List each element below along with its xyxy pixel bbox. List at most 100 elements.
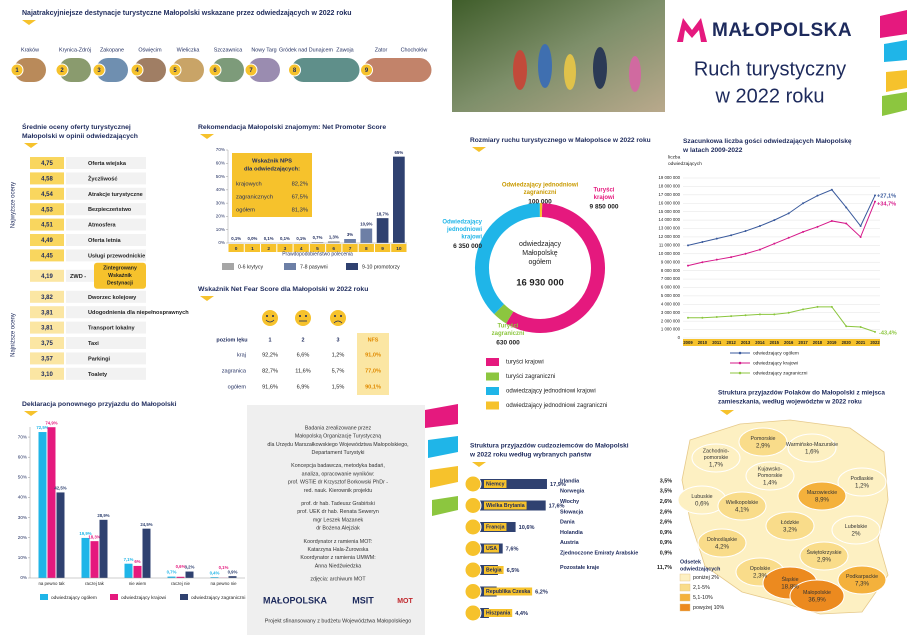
x-tick-label: 5 [316, 246, 319, 252]
place-photo [248, 58, 280, 82]
logo-text: MAŁOPOLSKA [712, 20, 852, 41]
legend-swatch [222, 263, 234, 270]
place-name: Nowy Targ [251, 47, 276, 53]
section-title: Szacunkowa liczba gości odwiedzających M… [683, 138, 852, 145]
logo: MAŁOPOLSKA [263, 595, 327, 605]
country-label-bg [484, 544, 499, 553]
value-label: 6% [134, 559, 140, 564]
rating-label: Atmosfera [88, 223, 117, 229]
title-marker [472, 462, 486, 467]
value-label: 1,3% [329, 234, 339, 239]
point [758, 313, 761, 316]
rating-label: Atrakcje turystyczne [88, 192, 143, 198]
y-tick-label: 60% [18, 454, 27, 459]
table-header: 2 [302, 337, 305, 343]
region [691, 443, 741, 473]
region-name: Małopolskie [803, 590, 831, 596]
value-label: 0,1% [231, 236, 241, 241]
point [845, 222, 848, 225]
segment-name: krajowi [461, 235, 482, 241]
place-photo [96, 58, 128, 82]
segment-name: Odwiedzający [442, 220, 482, 226]
section-title: Rekomendacja Małopolski znajomym: Net Pr… [198, 124, 386, 131]
country-name: Dania [560, 520, 576, 526]
rating-label: Usługi przewodnickie [88, 253, 145, 259]
rank-badge [208, 63, 222, 77]
category-cell [374, 244, 391, 252]
y-tick-label: 4 000 000 [661, 301, 681, 306]
y-tick-label: 17 000 000 [658, 192, 680, 197]
region-value: 2% [852, 531, 861, 538]
side-label: Najniższe oceny [11, 313, 17, 357]
rank-badge [168, 63, 182, 77]
region-value: 0,6% [695, 501, 710, 508]
rating-label: Taxi [88, 341, 99, 347]
credit-line: zdjęcia: archiwum MOT [310, 577, 366, 583]
legend-label: odwiedzający krajowi [753, 360, 798, 366]
table-cell: 5,7% [332, 368, 345, 374]
region-value: 3,2% [783, 527, 798, 534]
hiker [564, 54, 576, 90]
region-value: 36,9% [808, 597, 826, 604]
score-box [30, 306, 64, 319]
legend-title: odwiedzających [680, 566, 720, 572]
bar [167, 576, 176, 578]
bar [228, 576, 237, 578]
legend-swatch [679, 573, 691, 582]
bar [327, 241, 340, 243]
value-label: 0,1% [296, 236, 306, 241]
region-value: 8,9% [815, 497, 830, 504]
region-value: 1,6% [805, 449, 820, 456]
score-box [30, 249, 64, 262]
rating-row [66, 306, 146, 319]
y-axis-label: odwiedzających [668, 161, 702, 167]
region [745, 461, 795, 491]
ribbon [428, 436, 458, 458]
country-value: 11,7% [657, 565, 672, 571]
rating-label: Oferta wiejska [88, 161, 127, 167]
point [787, 236, 790, 239]
country-label-bg [484, 501, 527, 510]
rating-row [66, 187, 146, 200]
country-label: Hiszpania [486, 611, 510, 617]
rank-number: 8 [293, 68, 297, 74]
y-tick-label: 12 000 000 [658, 234, 680, 239]
y-tick-label: 40% [216, 187, 225, 192]
rating-note: Wskaźnik [108, 273, 132, 279]
center-label: Małopolskę [522, 250, 558, 257]
score-box [30, 234, 64, 246]
score-box [30, 157, 64, 169]
y-tick-label: 0 [678, 335, 681, 340]
legend-label: powyżej 10% [693, 605, 724, 611]
segment-name: Turyści [498, 324, 519, 330]
point [830, 305, 833, 308]
region-name: Śląskie [781, 575, 798, 583]
rating-label: Życzliwość [88, 175, 118, 182]
x-tick-label: 2019 [827, 340, 837, 345]
rank-number: 4 [135, 68, 139, 74]
legend-label: odwiedzający krajowi [121, 595, 166, 601]
value-label: 3,2% [185, 565, 195, 570]
title-marker [24, 143, 38, 148]
rating-score: 4,54 [41, 192, 53, 198]
value-label: 0,7% [167, 570, 177, 575]
hiker [538, 44, 552, 88]
box-label: krajowych [236, 182, 262, 188]
point [845, 206, 848, 209]
main-title: w 2022 roku [715, 85, 825, 107]
point [816, 194, 819, 197]
y-tick-label: 1 000 000 [661, 327, 681, 332]
row-label: kraj [237, 352, 246, 358]
box-title: dla odwiedzających: [244, 167, 300, 173]
legend-swatch [346, 263, 358, 270]
rating-score: 3,57 [41, 356, 53, 362]
point [715, 258, 718, 261]
x-tick-label: 3 [284, 246, 287, 252]
credit-line: prof. WSTiE dr Krzysztof Borkowski PhDr … [288, 480, 388, 486]
legend-swatch [486, 401, 499, 410]
legend-label: 9-10 promotorzy [362, 264, 400, 270]
table-cell: 6,9% [297, 384, 310, 390]
rating-row [66, 290, 146, 303]
rating-score: 3,10 [41, 372, 53, 378]
main-title: Ruch turystyczny [694, 58, 846, 80]
